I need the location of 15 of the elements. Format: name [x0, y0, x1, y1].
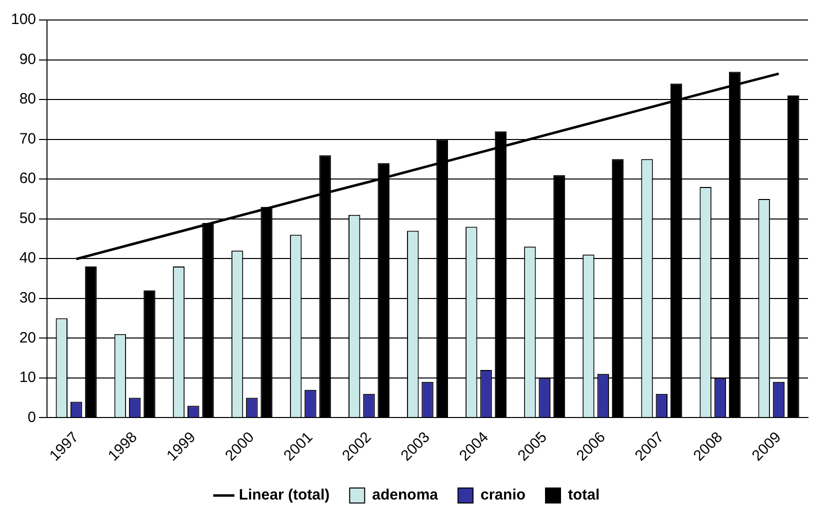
y-tick-label: 50	[19, 210, 36, 227]
y-tick-label: 60	[19, 170, 36, 188]
y-tick-label: 20	[19, 329, 36, 346]
y-tick-label: 80	[19, 90, 36, 108]
legend-label: total	[568, 486, 600, 504]
y-tick-label: 90	[19, 50, 36, 68]
y-tick-label: 10	[19, 369, 36, 386]
y-tick-label: 40	[19, 250, 36, 267]
y-tick-label: 0	[28, 408, 36, 426]
legend-label: cranio	[480, 486, 526, 504]
y-tick-label: 70	[19, 130, 36, 148]
y-tick-label: 30	[19, 290, 36, 307]
y-tick-label: 100	[10, 11, 36, 28]
legend-label: Linear (total)	[238, 486, 330, 504]
legend-label: adenoma	[372, 486, 439, 504]
